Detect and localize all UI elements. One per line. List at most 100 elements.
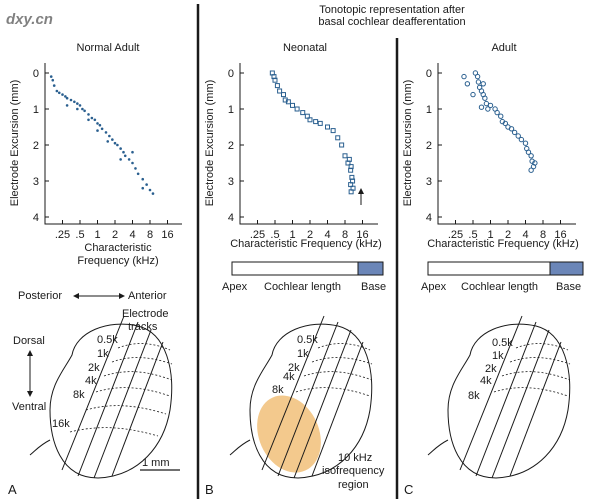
x-tick-label: .5 — [468, 229, 477, 241]
data-point — [49, 75, 53, 78]
posterior-arrow-icon — [73, 293, 79, 299]
cochlea-bar-c-apex-label: Apex — [421, 281, 447, 293]
x-tick-label: 8 — [147, 229, 153, 241]
y-tick-label: 2 — [228, 140, 234, 152]
data-point — [127, 158, 131, 161]
data-point — [272, 77, 278, 83]
data-point — [141, 186, 145, 190]
data-point — [478, 104, 485, 110]
map-c: 0.5k 1k 2k 4k 8k C — [404, 315, 571, 497]
data-point — [134, 167, 137, 170]
data-point — [313, 119, 319, 125]
map-a-freq-2k: 2k — [88, 362, 100, 374]
data-point — [508, 126, 515, 132]
chart-a-y-ticks: 0 1 2 3 4 — [33, 68, 49, 224]
x-tick-label: 16 — [161, 229, 173, 241]
map-b-freq-0.5k: 0.5k — [297, 334, 318, 346]
map-c-freq-2k: 2k — [485, 363, 497, 375]
y-tick-label: 4 — [228, 212, 234, 224]
isofrequency-region — [257, 395, 321, 473]
data-point — [96, 129, 99, 132]
region-label-line2: isofrequency — [322, 465, 385, 477]
chart-b-xlabel: Characteristic Frequency (kHz) — [230, 238, 382, 250]
map-c-isofrequency-lines — [493, 343, 571, 397]
x-tick-label: .5 — [270, 229, 279, 241]
data-point — [119, 158, 122, 161]
chart-b-points — [269, 70, 356, 195]
electrode-label-line2: tracks — [128, 321, 158, 333]
cochlea-bar-b-apex-label: Apex — [222, 281, 248, 293]
x-tick-label: 4 — [522, 229, 528, 241]
data-point — [532, 160, 538, 166]
chart-a-xlabel-line1: Characteristic — [84, 242, 152, 254]
panel-title-adult: Adult — [491, 42, 516, 54]
data-point — [487, 102, 494, 109]
data-point — [525, 149, 532, 155]
map-c-freq-0.5k: 0.5k — [492, 337, 513, 349]
data-point — [280, 92, 286, 98]
map-a-freq-0.5k: 0.5k — [97, 334, 118, 346]
data-point — [294, 106, 300, 112]
data-point — [113, 141, 117, 145]
map-a-freq-1k: 1k — [97, 348, 109, 360]
ventral-arrow-icon — [27, 391, 33, 397]
data-point — [335, 135, 341, 141]
data-point — [119, 147, 122, 150]
y-tick-label: 1 — [228, 104, 234, 116]
map-a-freq-16k: 16k — [52, 418, 70, 430]
data-point — [93, 118, 97, 122]
cochlea-bar-c: Apex Cochlear length Base — [421, 261, 584, 293]
data-point — [518, 136, 525, 143]
x-tick-label: 4 — [129, 229, 135, 241]
map-a-isofrequency-lines — [69, 343, 173, 437]
data-point — [485, 106, 491, 112]
dorsal-arrow-icon — [27, 350, 33, 356]
cochlea-bar-b-base-segment — [357, 261, 384, 276]
map-c-electrode-tracks — [459, 315, 562, 479]
x-tick-label: 1 — [289, 229, 295, 241]
map-b-edge-curve — [229, 439, 251, 456]
y-tick-label: 0 — [33, 68, 39, 80]
data-point — [64, 95, 67, 98]
dorsal-label: Dorsal — [13, 335, 45, 347]
data-point — [342, 153, 348, 159]
data-point — [470, 91, 476, 98]
map-c-edge-curve — [427, 439, 449, 456]
data-point — [350, 178, 356, 184]
map-a-edge-curve — [29, 439, 51, 456]
data-point — [131, 161, 134, 165]
chart-c-y-ticks: 0 1 2 3 4 — [426, 68, 442, 224]
data-point — [285, 99, 291, 105]
chart-c-xlabel: Characteristic Frequency (kHz) — [427, 238, 579, 250]
data-point — [100, 127, 104, 131]
y-tick-label: 0 — [228, 68, 234, 80]
x-tick-label: .25 — [250, 229, 265, 241]
data-point — [528, 167, 534, 173]
data-point — [87, 118, 90, 122]
data-point — [108, 134, 111, 138]
data-point — [87, 113, 90, 116]
data-point — [148, 188, 152, 192]
x-tick-label: 8 — [342, 229, 348, 241]
data-point — [304, 113, 310, 119]
x-tick-label: .25 — [55, 229, 70, 241]
panel-letter-c: C — [404, 482, 413, 497]
data-point — [122, 150, 125, 154]
data-point — [76, 102, 79, 105]
data-point — [65, 104, 69, 107]
panel-letter-a: A — [8, 482, 17, 497]
data-point — [57, 91, 61, 95]
chart-b-ylabel: Electrode Excursion (mm) — [204, 80, 216, 207]
x-tick-label: 8 — [540, 229, 546, 241]
data-point — [51, 78, 55, 82]
x-tick-label: 16 — [554, 229, 566, 241]
y-tick-label: 1 — [33, 104, 39, 116]
map-a-freq-4k: 4k — [85, 375, 97, 387]
x-tick-label: .5 — [75, 229, 84, 241]
data-point — [104, 131, 108, 134]
y-tick-label: 2 — [33, 140, 39, 152]
data-point — [317, 120, 323, 126]
data-point — [480, 81, 486, 87]
map-c-freq-1k: 1k — [492, 350, 504, 362]
